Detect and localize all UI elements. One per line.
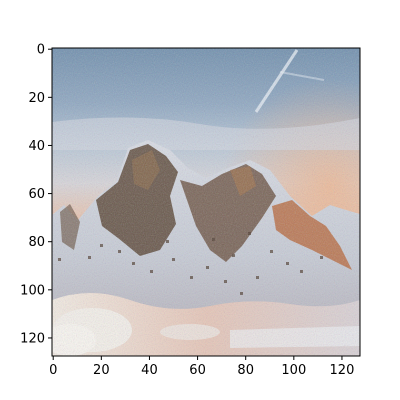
x-tick-label: 60 bbox=[189, 363, 206, 378]
x-tick-label: 100 bbox=[281, 363, 306, 378]
x-tick-label: 20 bbox=[93, 363, 110, 378]
y-tick-label: 60 bbox=[28, 187, 45, 202]
y-tick-label: 120 bbox=[20, 331, 45, 346]
y-tick-label: 0 bbox=[37, 43, 45, 58]
y-tick-label: 20 bbox=[28, 91, 45, 106]
axes-frame bbox=[51, 47, 361, 357]
y-tick-label: 100 bbox=[20, 283, 45, 298]
x-tick-label: 120 bbox=[330, 363, 355, 378]
x-tick-label: 0 bbox=[49, 363, 57, 378]
y-axis: 0 20 40 60 80 100 120 bbox=[20, 43, 52, 346]
y-tick-label: 80 bbox=[28, 235, 45, 250]
y-tick-label: 40 bbox=[28, 139, 45, 154]
mountain-image bbox=[52, 48, 360, 356]
x-axis: 0 20 40 60 80 100 120 bbox=[49, 356, 354, 378]
x-tick-label: 40 bbox=[141, 363, 158, 378]
x-tick-label: 80 bbox=[237, 363, 254, 378]
